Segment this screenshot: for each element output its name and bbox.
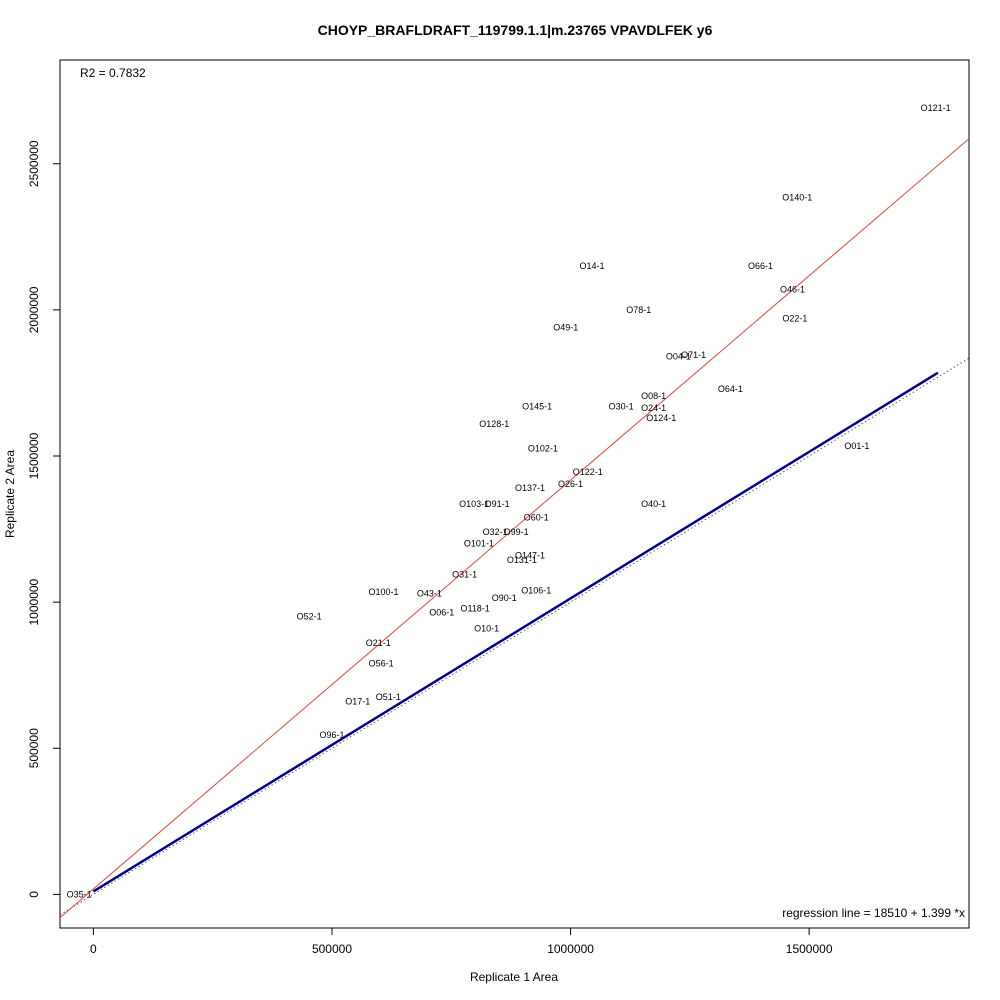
point-label: O14-1 [580, 261, 605, 271]
point-label: O17-1 [345, 697, 370, 707]
point-label: O24-1 [641, 403, 666, 413]
point-label: O51-1 [376, 692, 401, 702]
point-label: O64-1 [718, 384, 743, 394]
point-label: O66-1 [748, 261, 773, 271]
point-label: O124-1 [646, 413, 676, 423]
x-tick-label: 0 [90, 942, 97, 956]
y-tick-label: 0 [27, 891, 41, 898]
point-label: O08-1 [641, 391, 666, 401]
point-label: O102-1 [528, 444, 558, 454]
y-tick-label: 500000 [27, 728, 41, 768]
point-label: O26-1 [558, 479, 583, 489]
point-label: O101-1 [464, 539, 494, 549]
point-label: O147-1 [515, 550, 545, 560]
point-label: O43-1 [417, 588, 442, 598]
point-label: O10-1 [474, 623, 499, 633]
x-tick-label: 1000000 [547, 942, 594, 956]
point-label: O22-1 [782, 314, 807, 324]
x-tick-label: 500000 [312, 942, 352, 956]
point-label: O49-1 [553, 322, 578, 332]
point-label: O31-1 [452, 569, 477, 579]
point-label: O128-1 [479, 419, 509, 429]
point-label: O90-1 [492, 593, 517, 603]
x-axis: 0 500000 1000000 1500000 [90, 927, 833, 956]
point-label: O01-1 [844, 441, 869, 451]
point-label: O122-1 [573, 467, 603, 477]
point-label: O52-1 [297, 612, 322, 622]
point-label: O35-1 [67, 889, 92, 899]
y-axis-label: Replicate 2 Area [3, 450, 17, 538]
y-tick-label: 2000000 [27, 286, 41, 333]
plot-frame [59, 59, 970, 929]
point-label: O78-1 [626, 305, 651, 315]
point-label: O71-1 [681, 350, 706, 360]
point-label: O100-1 [369, 587, 399, 597]
point-label: O137-1 [515, 483, 545, 493]
point-label: O30-1 [609, 401, 634, 411]
point-label: O04-1 [666, 352, 691, 362]
x-tick-label: 1500000 [786, 942, 833, 956]
fit-line [92, 371, 939, 893]
point-labels: O121-1 O140-1 O14-1 O66-1 O46-1 O78-1 O22-1 O49… [67, 103, 951, 899]
regression-annotation: regression line = 18510 + 1.399 *x [782, 906, 965, 920]
point-label: O06-1 [429, 607, 454, 617]
y-tick-label: 1500000 [27, 432, 41, 479]
chart-title: CHOYP_BRAFLDRAFT_119799.1.1|m.23765 VPAV… [318, 22, 713, 38]
point-label: O118-1 [460, 604, 489, 614]
point-label: O131-1 [507, 555, 537, 565]
point-label: O96-1 [319, 730, 344, 740]
regression-line [60, 138, 969, 918]
point-label: O46-1 [780, 284, 805, 294]
point-label: O121-1 [921, 103, 951, 113]
point-label: O145-1 [522, 401, 552, 411]
y-tick-label: 2500000 [27, 140, 41, 187]
point-label: O103-1 [459, 499, 489, 509]
point-label: O60-1 [524, 512, 549, 522]
x-axis-label: Replicate 1 Area [470, 970, 558, 984]
point-label: O106-1 [521, 585, 551, 595]
point-label: O140-1 [782, 192, 812, 202]
point-label: O99-1 [504, 527, 529, 537]
identity-line [60, 357, 969, 916]
point-label: O91-1 [485, 499, 510, 509]
point-label: O21-1 [366, 638, 391, 648]
point-label: O32-1 [483, 527, 508, 537]
y-axis: 0 500000 1000000 1500000 2000000 2500000 [27, 140, 61, 898]
point-label: O40-1 [641, 499, 666, 509]
y-tick-label: 1000000 [27, 578, 41, 625]
r2-annotation: R2 = 0.7832 [80, 66, 146, 80]
point-label: O56-1 [369, 659, 394, 669]
